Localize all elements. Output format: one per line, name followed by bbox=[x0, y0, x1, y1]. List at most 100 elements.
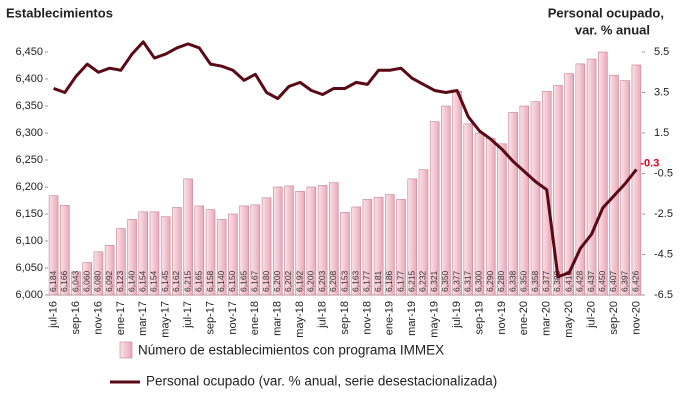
bar bbox=[205, 209, 216, 296]
bar bbox=[71, 271, 81, 296]
bar bbox=[104, 245, 115, 296]
value-label: 6,232 bbox=[418, 270, 428, 292]
legend-label: Personal ocupado (var. % anual, serie de… bbox=[146, 374, 497, 389]
bar bbox=[575, 63, 586, 296]
value-label: 6,338 bbox=[507, 270, 517, 292]
bar bbox=[93, 251, 104, 296]
x-tick-label: sep-18 bbox=[339, 301, 351, 335]
value-label: 6,428 bbox=[575, 270, 585, 292]
value-label: 6,350 bbox=[519, 270, 529, 292]
bar bbox=[317, 185, 328, 296]
value-label: 6,184 bbox=[48, 270, 58, 292]
bar bbox=[295, 191, 305, 296]
bar bbox=[329, 182, 339, 296]
y-tick-label: 6,400 bbox=[15, 73, 43, 85]
bar bbox=[194, 205, 205, 296]
bar bbox=[138, 211, 149, 296]
value-label: 6,202 bbox=[283, 270, 293, 292]
bar bbox=[609, 74, 619, 296]
value-label: 6,140 bbox=[126, 270, 136, 292]
x-tick-label: jul-20 bbox=[585, 301, 597, 329]
value-label: 6,043 bbox=[70, 270, 80, 292]
bar bbox=[82, 262, 93, 296]
bar bbox=[463, 123, 474, 296]
x-tick-label: nov-20 bbox=[630, 301, 642, 335]
x-tick-label: nov-16 bbox=[92, 301, 104, 335]
x-tick-label: nov-18 bbox=[361, 301, 373, 335]
bar bbox=[373, 196, 384, 296]
x-tick-label: jul-19 bbox=[451, 301, 463, 329]
x-tick-label: mar-20 bbox=[541, 301, 553, 336]
value-label: 6,165 bbox=[194, 270, 204, 292]
y2-tick-label: 1.5 bbox=[654, 127, 669, 139]
bar bbox=[250, 204, 261, 296]
y2-tick-label: -4.5 bbox=[654, 248, 673, 260]
bar bbox=[340, 212, 350, 296]
bar bbox=[116, 228, 126, 296]
value-label: 6,377 bbox=[541, 270, 551, 292]
x-tick-label: sep-16 bbox=[70, 301, 82, 335]
value-label: 6,321 bbox=[429, 270, 439, 292]
value-label: 6,200 bbox=[272, 270, 282, 292]
x-tick-label: may-20 bbox=[563, 301, 575, 338]
bar bbox=[362, 199, 373, 296]
bar bbox=[452, 91, 462, 296]
annotation: -0.3 bbox=[640, 157, 659, 169]
value-label: 6,165 bbox=[238, 270, 248, 292]
bar bbox=[530, 101, 541, 296]
y2-tick-label: -0.5 bbox=[654, 167, 673, 179]
y2-title: var. % anual bbox=[575, 22, 650, 37]
x-tick-label: mar-17 bbox=[137, 301, 149, 336]
x-tick-label: ene-19 bbox=[384, 301, 396, 335]
y-tick-label: 6,350 bbox=[15, 100, 43, 112]
value-label: 6,186 bbox=[384, 270, 394, 292]
value-label: 6,280 bbox=[496, 270, 506, 292]
value-label: 6,177 bbox=[362, 270, 372, 292]
value-label: 6,060 bbox=[81, 270, 91, 292]
bar bbox=[418, 169, 429, 296]
value-label: 6,150 bbox=[227, 270, 237, 292]
bar bbox=[272, 186, 283, 296]
value-label: 6,397 bbox=[619, 270, 629, 292]
bar bbox=[228, 213, 238, 296]
value-label: 6,410 bbox=[563, 270, 573, 292]
y-tick-label: 6,300 bbox=[15, 127, 43, 139]
legend-swatch bbox=[119, 341, 133, 359]
value-label: 6,180 bbox=[261, 270, 271, 292]
y-tick-label: 6,450 bbox=[15, 46, 43, 58]
x-tick-label: nov-17 bbox=[227, 301, 239, 335]
y-tick-label: 6,150 bbox=[15, 208, 43, 220]
value-label: 6,300 bbox=[474, 270, 484, 292]
value-label: 6,290 bbox=[485, 270, 495, 292]
y2-tick-label: -6.5 bbox=[654, 289, 673, 301]
bar bbox=[60, 205, 70, 296]
value-label: 6,377 bbox=[451, 270, 461, 292]
x-tick-label: ene-18 bbox=[249, 301, 261, 335]
x-tick-label: may-19 bbox=[429, 301, 441, 338]
y2-tick-label: 3.5 bbox=[654, 86, 669, 98]
y-tick-label: 6,200 bbox=[15, 181, 43, 193]
bar bbox=[216, 219, 227, 296]
x-tick-label: mar-19 bbox=[406, 301, 418, 336]
value-label: 6,080 bbox=[93, 270, 103, 292]
value-label: 6,177 bbox=[395, 270, 405, 292]
bar bbox=[160, 216, 171, 296]
bar bbox=[284, 185, 294, 296]
x-tick-label: ene-20 bbox=[518, 301, 530, 335]
bar bbox=[172, 207, 182, 296]
bar bbox=[564, 73, 574, 296]
value-label: 6,154 bbox=[138, 270, 148, 292]
value-label: 6,407 bbox=[608, 270, 618, 292]
y-tick-label: 6,100 bbox=[15, 235, 43, 247]
value-label: 6,200 bbox=[306, 270, 316, 292]
x-tick-label: jul-18 bbox=[316, 301, 328, 329]
value-label: 6,192 bbox=[294, 270, 304, 292]
value-label: 6,450 bbox=[597, 270, 607, 292]
value-label: 6,215 bbox=[182, 270, 192, 292]
value-label: 6,092 bbox=[104, 270, 114, 292]
bar bbox=[508, 112, 518, 296]
bar bbox=[497, 143, 507, 296]
value-label: 6,158 bbox=[205, 270, 215, 292]
bar bbox=[441, 105, 451, 296]
